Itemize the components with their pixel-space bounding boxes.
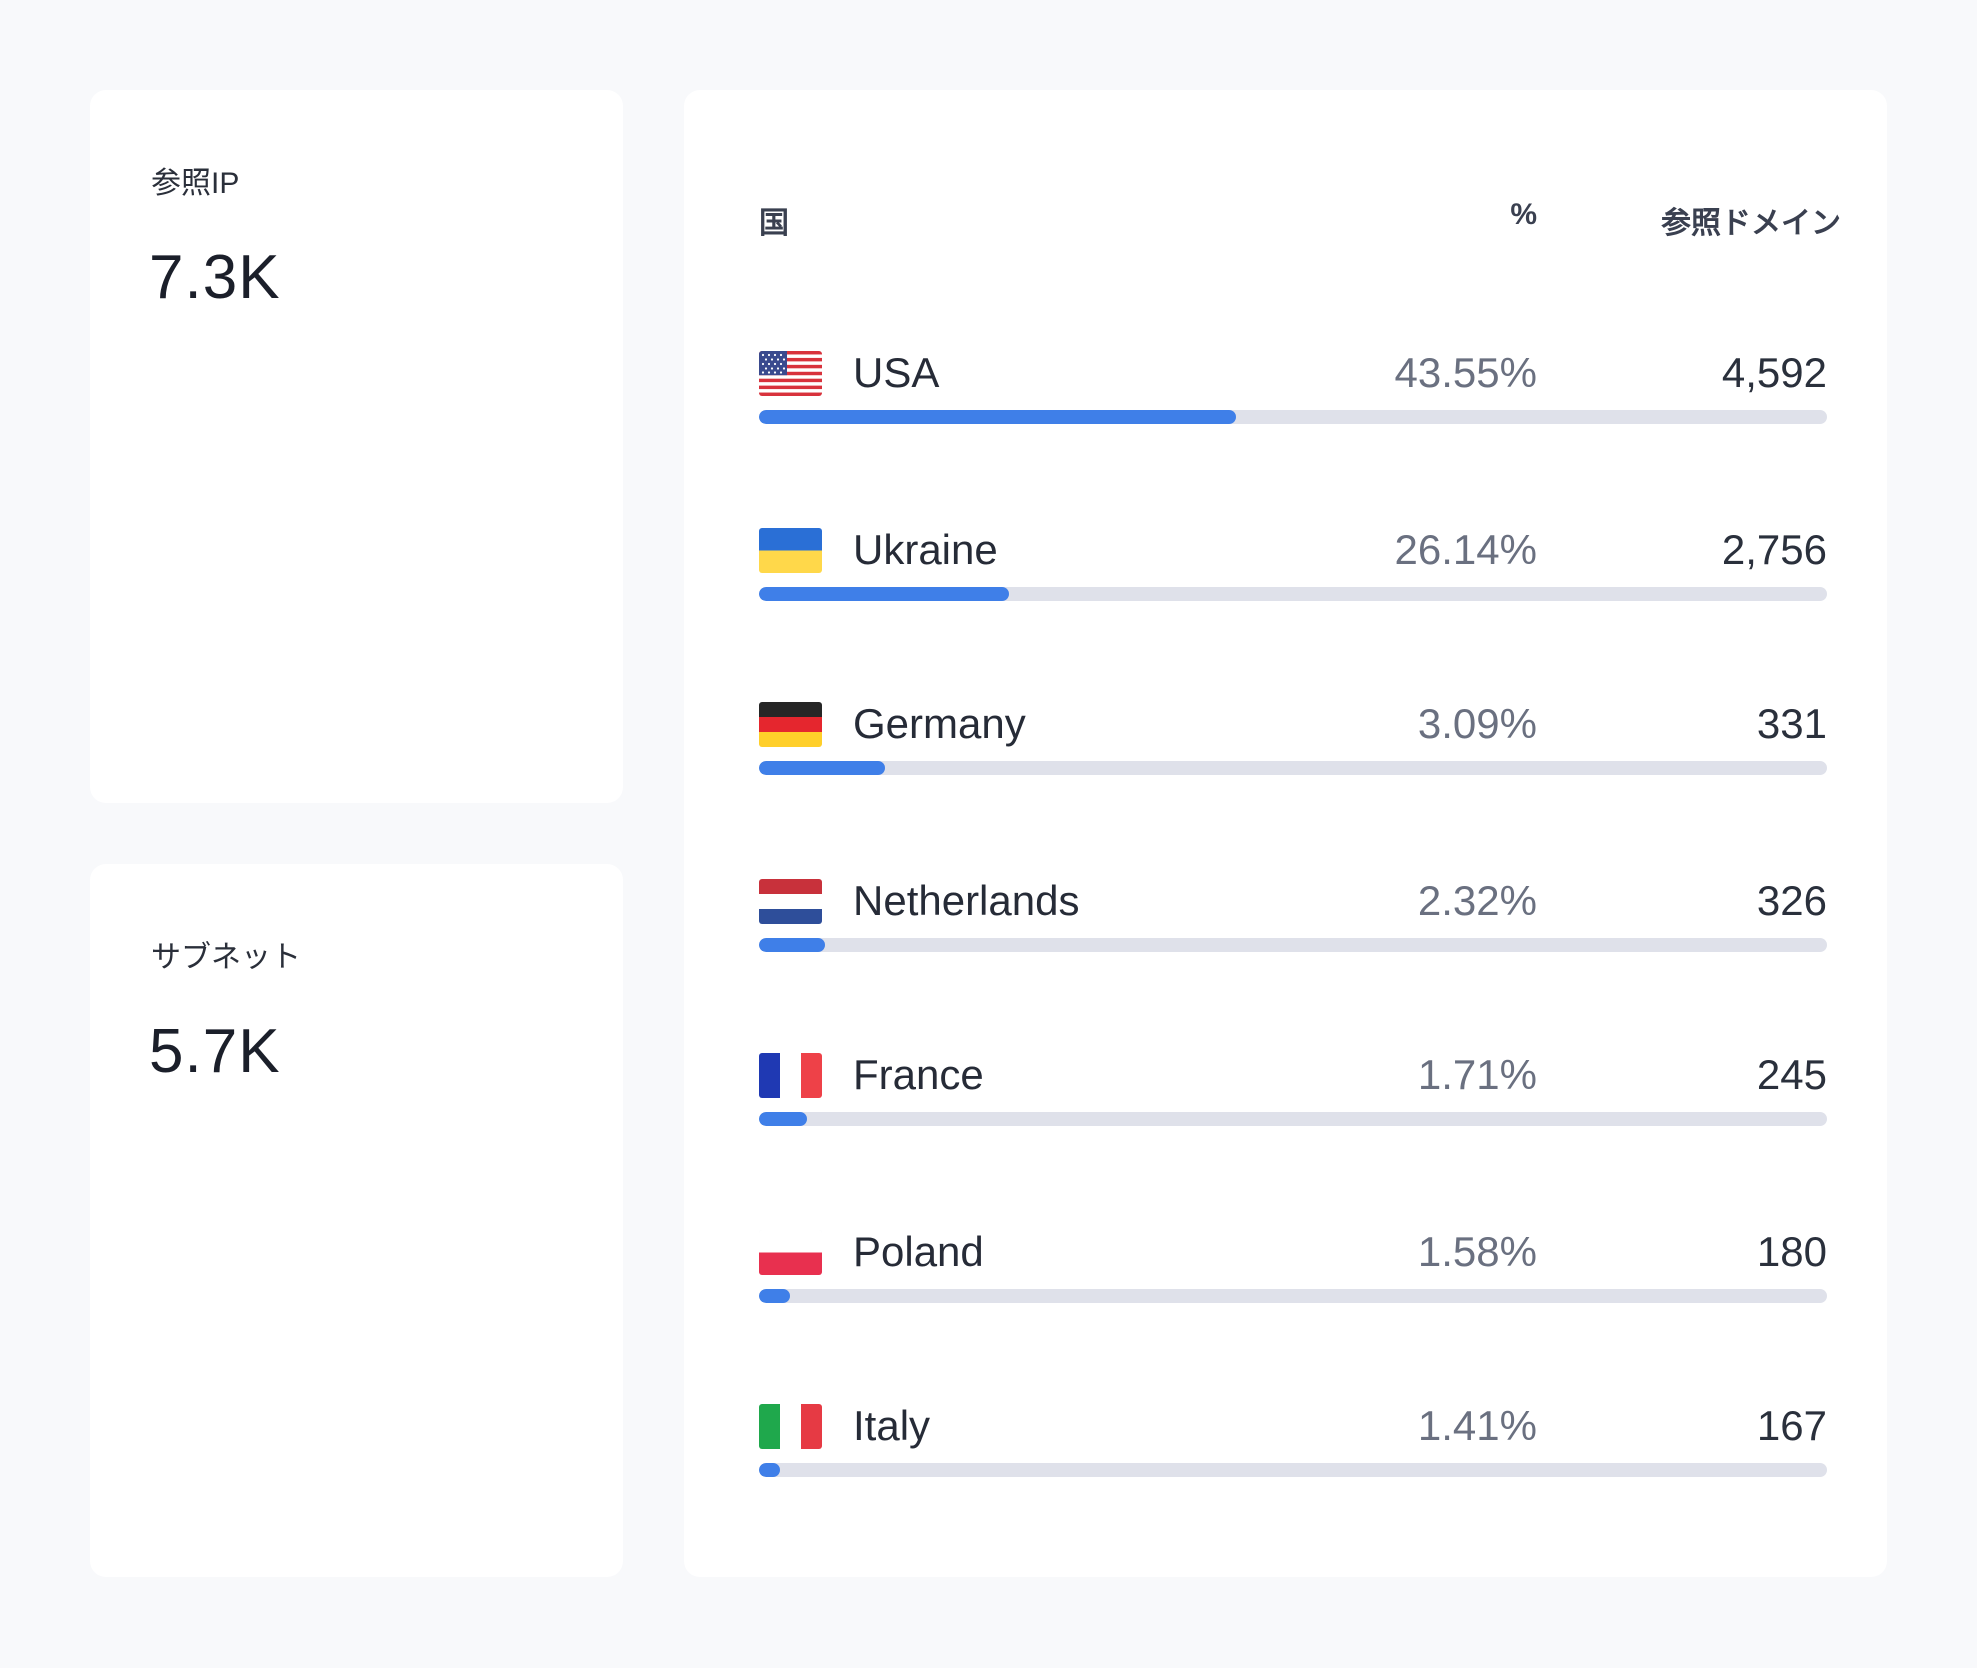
country-name: Poland (853, 1228, 984, 1275)
country-referring-domains: 167 (1756, 1402, 1827, 1449)
country-referring-domains: 4,592 (1721, 349, 1827, 396)
share-bar-fill (759, 410, 1237, 424)
country-name: Germany (853, 700, 1026, 747)
country-referring-domains: 245 (1756, 1051, 1827, 1098)
share-bar-track (759, 761, 1827, 775)
italy-flag-icon (759, 1404, 822, 1449)
country-percent: 1.71% (1417, 1051, 1537, 1098)
share-bar-fill (759, 1289, 790, 1303)
country-percent: 43.55% (1394, 349, 1537, 396)
country-row-france[interactable]: France 1.71% 245 (759, 1039, 1827, 1139)
share-bar-track (759, 938, 1827, 952)
country-row-usa[interactable]: USA 43.55% 4,592 (759, 337, 1827, 437)
column-header-country[interactable]: 国 (759, 207, 789, 240)
country-name: Ukraine (853, 526, 998, 573)
country-name: USA (853, 349, 940, 396)
subnets-card: サブネット 5.7K (90, 864, 623, 1577)
country-name: Italy (853, 1402, 931, 1449)
country-percent: 1.41% (1417, 1402, 1537, 1449)
share-bar-track (759, 1289, 1827, 1303)
referring-ips-label: 参照IP (151, 167, 240, 200)
country-referring-domains: 180 (1756, 1228, 1827, 1275)
share-bar-fill (759, 1463, 781, 1477)
countries-table-card: 国 % 参照ドメイン (684, 90, 1887, 1577)
referring-ips-card: 参照IP 7.3K (90, 90, 623, 803)
country-row-italy[interactable]: Italy 1.41% 167 (759, 1390, 1827, 1490)
country-referring-domains: 2,756 (1721, 526, 1827, 573)
subnets-value: 5.7K (149, 1017, 281, 1086)
share-bar-track (759, 1112, 1827, 1126)
country-percent: 2.32% (1417, 877, 1537, 924)
france-flag-icon (759, 1053, 822, 1098)
ukraine-flag-icon (759, 528, 822, 573)
share-bar-track (759, 1463, 1827, 1477)
germany-flag-icon (759, 702, 822, 747)
netherlands-flag-icon (759, 879, 822, 924)
share-bar-fill (759, 1112, 808, 1126)
share-bar-fill (759, 938, 826, 952)
country-percent: 1.58% (1417, 1228, 1537, 1275)
share-bar-fill (759, 587, 1009, 601)
subnets-label: サブネット (151, 941, 301, 974)
share-bar-track (759, 587, 1827, 601)
country-referring-domains: 331 (1756, 700, 1827, 747)
country-percent: 3.09% (1417, 700, 1537, 747)
country-referring-domains: 326 (1756, 877, 1827, 924)
share-bar-fill (759, 761, 886, 775)
column-header-percent[interactable]: % (1510, 198, 1537, 231)
country-row-germany[interactable]: Germany 3.09% 331 (759, 688, 1827, 788)
country-name: Netherlands (853, 877, 1080, 924)
country-row-netherlands[interactable]: Netherlands 2.32% 326 (759, 865, 1827, 965)
usa-flag-icon (759, 351, 822, 396)
country-row-poland[interactable]: Poland 1.58% 180 (759, 1216, 1827, 1316)
country-name: France (853, 1051, 984, 1098)
share-bar-track (759, 410, 1827, 424)
referring-ips-value: 7.3K (149, 243, 281, 312)
column-header-referring-domains[interactable]: 参照ドメイン (1661, 207, 1841, 240)
country-percent: 26.14% (1394, 526, 1537, 573)
poland-flag-icon (759, 1230, 822, 1275)
country-row-ukraine[interactable]: Ukraine 26.14% 2,756 (759, 514, 1827, 614)
